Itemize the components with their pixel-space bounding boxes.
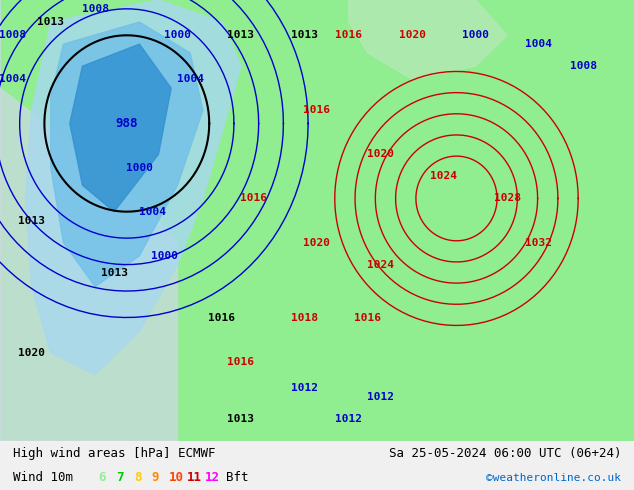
Text: 1032: 1032 — [526, 238, 552, 247]
Text: 1020: 1020 — [304, 238, 330, 247]
Text: 1016: 1016 — [240, 194, 267, 203]
Text: 1013: 1013 — [228, 30, 254, 40]
Text: 1000: 1000 — [126, 163, 153, 172]
Text: 1004: 1004 — [0, 74, 26, 84]
Text: Wind 10m: Wind 10m — [13, 471, 73, 484]
Text: 1013: 1013 — [291, 30, 318, 40]
Text: 1016: 1016 — [354, 313, 381, 322]
Text: 1008: 1008 — [570, 61, 597, 71]
Text: Sa 25-05-2024 06:00 UTC (06+24): Sa 25-05-2024 06:00 UTC (06+24) — [389, 447, 621, 460]
Text: 1012: 1012 — [367, 392, 394, 402]
Polygon shape — [25, 0, 241, 375]
Text: 1024: 1024 — [367, 260, 394, 270]
Text: ©weatheronline.co.uk: ©weatheronline.co.uk — [486, 473, 621, 483]
Text: 1013: 1013 — [101, 269, 127, 278]
Text: 1020: 1020 — [367, 149, 394, 159]
Text: 1028: 1028 — [494, 194, 521, 203]
Text: 9: 9 — [152, 471, 159, 484]
Text: 1004: 1004 — [139, 207, 165, 217]
Text: 11: 11 — [187, 471, 202, 484]
Polygon shape — [51, 22, 203, 287]
Text: 1008: 1008 — [82, 4, 108, 14]
Text: 1024: 1024 — [430, 172, 457, 181]
Text: 1013: 1013 — [228, 414, 254, 424]
Text: 7: 7 — [116, 471, 124, 484]
Text: 988: 988 — [115, 117, 138, 130]
Text: 10: 10 — [169, 471, 184, 484]
Text: 1004: 1004 — [177, 74, 204, 84]
Text: 1020: 1020 — [18, 348, 45, 358]
Text: 1020: 1020 — [399, 30, 425, 40]
Text: High wind areas [hPa] ECMWF: High wind areas [hPa] ECMWF — [13, 447, 215, 460]
Text: 1016: 1016 — [304, 105, 330, 115]
Text: Bft: Bft — [226, 471, 248, 484]
Text: 1013: 1013 — [18, 216, 45, 225]
Text: 1000: 1000 — [164, 30, 191, 40]
Text: 1018: 1018 — [291, 313, 318, 322]
Text: 1000: 1000 — [152, 251, 178, 261]
Polygon shape — [349, 0, 507, 79]
Text: 1004: 1004 — [526, 39, 552, 49]
Text: 6: 6 — [98, 471, 106, 484]
Text: 1016: 1016 — [335, 30, 362, 40]
Text: 1008: 1008 — [0, 30, 26, 40]
Text: 1016: 1016 — [228, 357, 254, 367]
Text: 1013: 1013 — [37, 17, 64, 27]
Polygon shape — [70, 44, 171, 212]
Text: 12: 12 — [205, 471, 220, 484]
Text: 1000: 1000 — [462, 30, 489, 40]
Text: 8: 8 — [134, 471, 141, 484]
Text: 1012: 1012 — [291, 383, 318, 393]
Text: 1012: 1012 — [335, 414, 362, 424]
Text: 1016: 1016 — [209, 313, 235, 322]
Polygon shape — [0, 0, 178, 441]
